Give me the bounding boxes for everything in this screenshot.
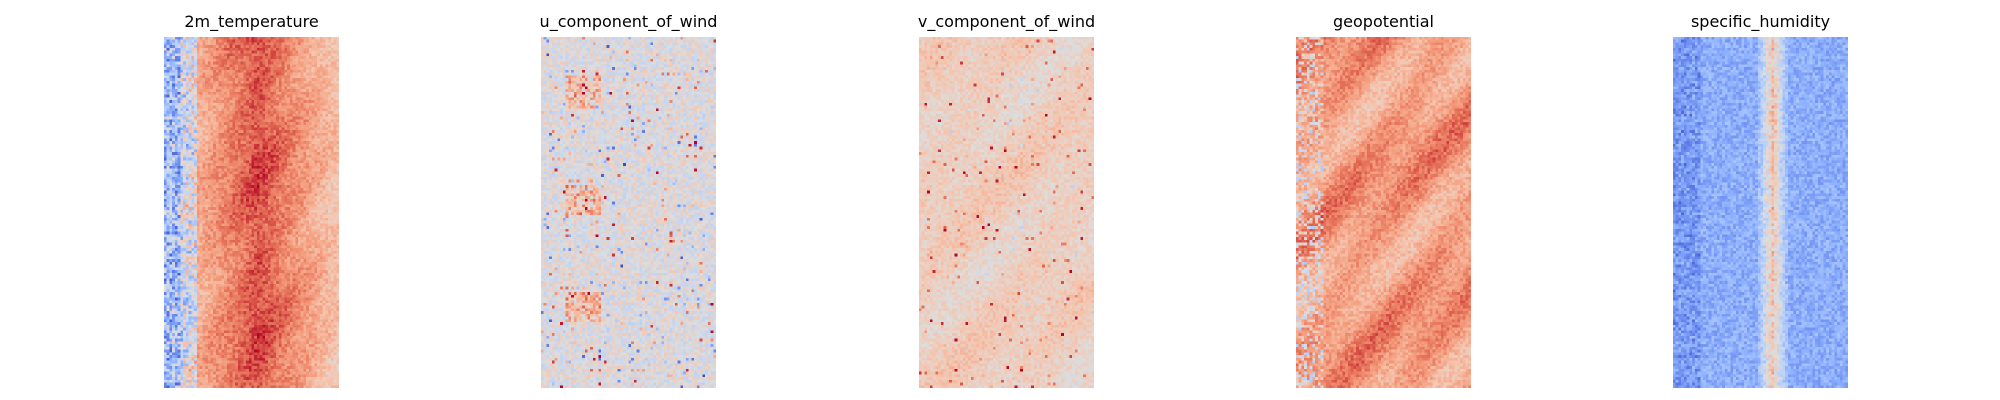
panel-geopotential: geopotential [1296,0,1471,400]
panel-title: v_component_of_wind [917,12,1096,31]
panel-2m-temperature: 2m_temperature [164,0,339,400]
panel-title: 2m_temperature [184,12,319,31]
panel-title: geopotential [1333,12,1434,31]
panel-title: specific_humidity [1690,12,1831,31]
heatmap-u-component-of-wind [541,37,716,388]
heatmap-2m-temperature [164,37,339,388]
panel-u-component-of-wind: u_component_of_wind [539,0,718,400]
panel-v-component-of-wind: v_component_of_wind [917,0,1096,400]
panel-title: u_component_of_wind [539,12,718,31]
heatmap-specific-humidity [1673,37,1848,388]
heatmap-v-component-of-wind [919,37,1094,388]
heatmap-geopotential [1296,37,1471,388]
panel-specific-humidity: specific_humidity [1673,0,1848,400]
